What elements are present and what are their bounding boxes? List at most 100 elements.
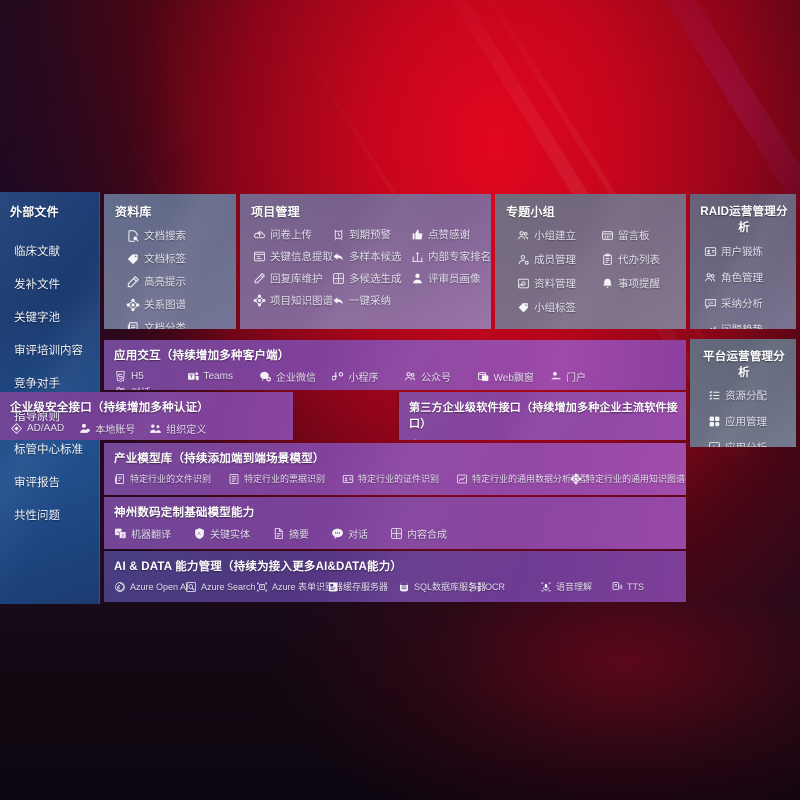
item-expiry-alert[interactable]: 到期预警: [332, 227, 411, 242]
topic-group-items: 小组建立 留言板 成员管理 代办列表 资料管理: [517, 228, 686, 315]
item-thumbs-thanks[interactable]: 点赞感谢: [411, 227, 490, 242]
architecture-diagram: 外部文件 临床文献 发补文件 关键字池 审评培训内容 竞争对手 指导原则 标管中…: [0, 192, 800, 604]
item-project-knowledge-graph[interactable]: 项目知识图谱: [253, 293, 333, 308]
item-dialog-model[interactable]: 对话: [331, 526, 368, 541]
sidebar-item-review-training[interactable]: 审评培训内容: [14, 344, 83, 357]
sidebar-item-standards-center[interactable]: 标管中心标准: [14, 443, 83, 456]
teams-icon: [187, 370, 200, 383]
item-ocr[interactable]: OCR OCR: [469, 581, 540, 593]
alarm-icon: [332, 228, 345, 241]
panel-project-management: 项目管理 问卷上传 到期预警 点赞感谢 关键信息提取: [240, 194, 491, 329]
id-card-icon: [342, 473, 354, 485]
item-questionnaire-upload[interactable]: 问卷上传: [253, 227, 332, 242]
item-label: 文档分类: [144, 322, 186, 329]
item-document-category[interactable]: 文档分类: [126, 320, 236, 329]
item-invoice-recognition[interactable]: 特定行业的票据识别: [228, 472, 342, 485]
item-id-recognition[interactable]: 特定行业的证件识别: [342, 472, 456, 485]
item-label: 多样本候选: [349, 251, 402, 263]
security-interface-items: AD/AAD 本地账号 组织定义: [10, 421, 293, 436]
item-organization-definition[interactable]: 组织定义: [149, 421, 206, 436]
item-issue-trend[interactable]: 问题趋势: [704, 322, 796, 329]
item-message-board[interactable]: 留言板: [601, 228, 685, 243]
item-data-analysis-model[interactable]: 特定行业的通用数据分析模型: [456, 472, 589, 485]
item-h5[interactable]: H5: [114, 370, 187, 383]
item-document-search[interactable]: 文档搜索: [126, 228, 236, 243]
item-azure-open-ai[interactable]: Azure Open AI: [114, 581, 189, 593]
industry-models-items: 特定行业的文件识别 特定行业的票据识别 特定行业的证件识别 特定行业的通用数据分…: [114, 472, 686, 485]
item-resource-allocation[interactable]: 资源分配: [708, 388, 796, 403]
wechat-work-icon: [259, 370, 272, 383]
item-relation-graph[interactable]: 关系图谱: [126, 297, 236, 312]
item-knowledge-graph-model[interactable]: 特定行业的通用知识图谱模型: [570, 472, 686, 485]
item-label: 特定行业的票据识别: [244, 474, 326, 484]
item-group-create[interactable]: 小组建立: [517, 228, 601, 243]
item-label: 内容合成: [407, 530, 447, 541]
item-official-account[interactable]: 公众号: [404, 369, 477, 384]
item-dialog[interactable]: 对话: [114, 384, 187, 390]
item-portal[interactable]: 门户: [549, 369, 622, 384]
graph-network-icon: [570, 473, 582, 485]
item-event-reminder[interactable]: 事项提醒: [601, 276, 685, 291]
item-label: 企业微信: [276, 373, 316, 384]
app-interaction-title: 应用交互（持续增加多种客户端）: [114, 350, 290, 362]
ocr-icon: OCR: [469, 581, 481, 593]
item-key-info-extract[interactable]: 关键信息提取: [253, 249, 333, 264]
item-ad-aad[interactable]: AD/AAD: [10, 422, 64, 435]
sidebar-item-review-report[interactable]: 审评报告: [14, 476, 60, 489]
item-highlight-hint[interactable]: 高亮提示: [126, 274, 236, 289]
sidebar-item-competitors[interactable]: 竞争对手: [14, 377, 60, 390]
dialog-people-icon: [114, 385, 127, 390]
item-tts[interactable]: TTS: [611, 581, 682, 593]
panel-divider-vertical: [397, 392, 399, 440]
item-multi-sample-candidate[interactable]: 多样本候选: [332, 249, 411, 264]
item-file-recognition[interactable]: 特定行业的文件识别: [114, 472, 228, 485]
item-label: 关键实体: [210, 530, 250, 541]
item-role-management[interactable]: 角色管理: [704, 270, 796, 285]
item-azure-search[interactable]: Azure Search: [185, 581, 256, 593]
item-user-training[interactable]: 用户锻炼: [704, 244, 796, 259]
item-teams[interactable]: Teams: [187, 370, 260, 383]
item-todo-list[interactable]: 代办列表: [601, 252, 685, 267]
item-one-click-adopt[interactable]: 一键采纳: [332, 293, 411, 308]
item-material-management[interactable]: 资料管理: [517, 276, 601, 291]
item-sql-database-server[interactable]: SQL数据库服务器: [398, 580, 486, 593]
item-member-management[interactable]: 成员管理: [517, 252, 601, 267]
app-analysis-icon: [708, 441, 721, 447]
item-group-tag[interactable]: 小组标签: [517, 300, 601, 315]
item-azure-form-recognizer[interactable]: Azure 表单识别器: [256, 580, 343, 593]
app-interaction-items: H5 Teams 企业微信 小程序 公众号: [114, 369, 686, 390]
item-document-tag[interactable]: 文档标签: [126, 251, 236, 266]
sidebar-item-guidelines[interactable]: 指导原则: [14, 410, 60, 423]
item-web-popup[interactable]: Web飘窗: [477, 369, 550, 384]
sidebar-item-keyword-pool[interactable]: 关键字池: [14, 311, 60, 324]
item-summary[interactable]: 摘要: [272, 526, 309, 541]
item-reply-library-maintain[interactable]: 回复库维护: [253, 271, 332, 286]
item-content-composition[interactable]: 内容合成: [390, 526, 447, 541]
item-speech-understanding[interactable]: 语音理解: [540, 580, 611, 593]
item-internal-expert-ranking[interactable]: 内部专家排名: [411, 249, 491, 264]
item-reviewer-portrait[interactable]: 评审员画像: [411, 271, 490, 286]
project-management-items: 问卷上传 到期预警 点赞感谢 关键信息提取 多样本候选: [253, 227, 491, 308]
invoice-recognize-icon: [228, 473, 240, 485]
item-wechat-work[interactable]: 企业微信: [259, 369, 332, 384]
sidebar-item-common-issues[interactable]: 共性问题: [14, 509, 60, 522]
item-local-account[interactable]: 本地账号: [78, 421, 135, 436]
cloud-upload-icon: [253, 228, 266, 241]
item-label: 应用管理: [725, 416, 767, 428]
background-bottom-dark: [0, 602, 800, 800]
item-key-entity[interactable]: A 关键实体: [193, 526, 250, 541]
sidebar-item-supplement-files[interactable]: 发补文件: [14, 278, 60, 291]
sidebar-item-clinical-literature[interactable]: 临床文献: [14, 245, 60, 258]
item-app-analysis[interactable]: 应用分析: [708, 440, 796, 447]
item-mini-program[interactable]: 小程序: [331, 369, 405, 384]
entity-shield-icon: A: [193, 527, 206, 540]
item-cache-server[interactable]: 缓存服务器: [327, 580, 398, 593]
item-adoption-analysis[interactable]: QA 采纳分析: [704, 296, 796, 311]
mini-program-icon: [331, 370, 345, 383]
item-api-designer[interactable]: API自动化设计器: [409, 437, 502, 440]
item-app-management[interactable]: 应用管理: [708, 414, 796, 429]
item-multi-candidate-generate[interactable]: 多候选生成: [332, 271, 411, 286]
